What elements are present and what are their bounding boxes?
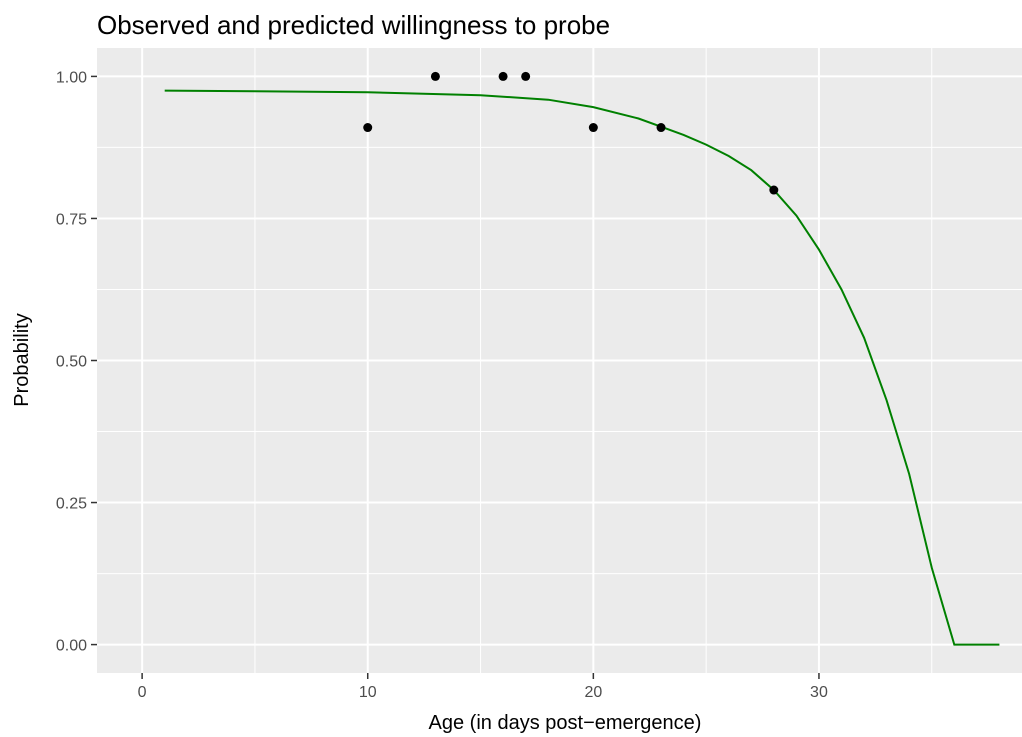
x-tick-label: 20 <box>584 684 602 701</box>
y-tick-label: 0.50 <box>56 354 87 371</box>
y-tick-label: 0.25 <box>56 496 87 513</box>
data-point <box>363 123 373 133</box>
observed-points-layer <box>363 71 779 195</box>
data-point <box>498 71 508 81</box>
y-axis: 0.00 0.25 0.50 0.75 1.00 <box>56 69 97 655</box>
data-point <box>588 123 598 133</box>
y-tick-label: 1.00 <box>56 69 87 86</box>
y-tick-label: 0.75 <box>56 211 87 228</box>
data-point <box>521 71 531 81</box>
x-tick-label: 0 <box>138 684 147 701</box>
x-axis: 0 10 20 30 <box>138 673 828 701</box>
major-gridlines <box>97 48 1022 673</box>
data-point <box>656 123 666 133</box>
x-axis-title: Age (in days post−emergence) <box>429 712 702 734</box>
chart-title: Observed and predicted willingness to pr… <box>97 10 610 40</box>
fitted-curve-layer <box>164 89 1000 646</box>
x-tick-label: 10 <box>359 684 377 701</box>
x-tick-label: 30 <box>810 684 828 701</box>
fitted-curve <box>164 89 1000 646</box>
y-tick-label: 0.00 <box>56 638 87 655</box>
data-point <box>430 71 440 81</box>
y-axis-title: Probability <box>11 313 33 406</box>
data-point <box>769 185 779 195</box>
